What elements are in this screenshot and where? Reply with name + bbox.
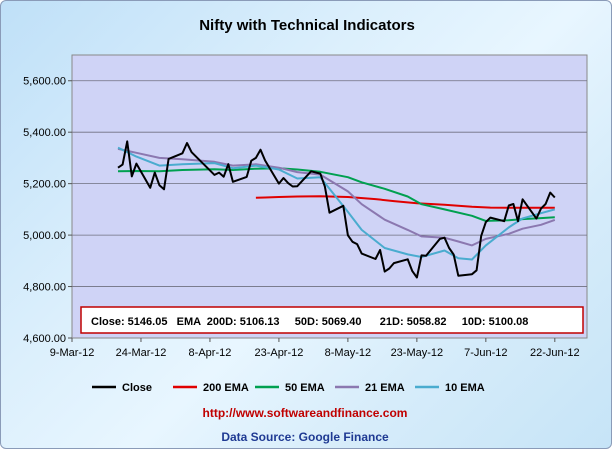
x-tick-label: 23-Apr-12: [254, 347, 303, 359]
series-line-200-ema: [255, 195, 555, 209]
series-line-21-ema: [117, 147, 556, 247]
summary-box-border: [80, 306, 584, 334]
legend-label-21-ema: 21 EMA: [365, 382, 405, 394]
series-line-50-ema: [117, 167, 555, 222]
y-tick-label: 5,600.00: [23, 76, 66, 88]
chart-title: Nifty with Technical Indicators: [199, 17, 415, 34]
y-tick-label: 4,800.00: [23, 282, 66, 294]
legend-label-50-ema: 50 EMA: [285, 382, 325, 394]
legend-label-200-ema: 200 EMA: [203, 382, 249, 394]
plot-area: 4,600.00 4,800.00 5,000.00 5,200.00 5,400.00…: [23, 54, 588, 359]
summary-text: Close: 5146.05 EMA 200D: 5106.13 50D: 50…: [91, 316, 528, 328]
summary-box: Close: 5146.05 EMA 200D: 5106.13 50D: 50…: [80, 306, 584, 334]
x-tick-label: 7-Jun-12: [464, 347, 507, 359]
series-line-10-ema: [117, 146, 556, 261]
legend-label-10-ema: 10 EMA: [445, 382, 485, 394]
series-line-close: [117, 140, 556, 279]
x-tick-label: 22-Jun-12: [530, 347, 580, 359]
x-tick-label: 8-Apr-12: [189, 347, 232, 359]
x-tick-label: 9-Mar-12: [50, 347, 95, 359]
y-tick-label: 4,600.00: [23, 333, 66, 345]
footer-url[interactable]: http://www.softwareandfinance.com: [203, 406, 408, 420]
x-tick-label: 8-May-12: [325, 347, 371, 359]
legend: Close 200 EMA 50 EMA 21 EMA 10 EMA: [92, 382, 485, 394]
x-tick-label: 23-May-12: [391, 347, 444, 359]
y-tick-label: 5,200.00: [23, 179, 66, 191]
x-tick-label: 24-Mar-12: [116, 347, 167, 359]
legend-label-close: Close: [122, 382, 152, 394]
y-tick-label: 5,000.00: [23, 230, 66, 242]
footer-source: Data Source: Google Finance: [221, 430, 389, 444]
y-tick-label: 5,400.00: [23, 127, 66, 139]
